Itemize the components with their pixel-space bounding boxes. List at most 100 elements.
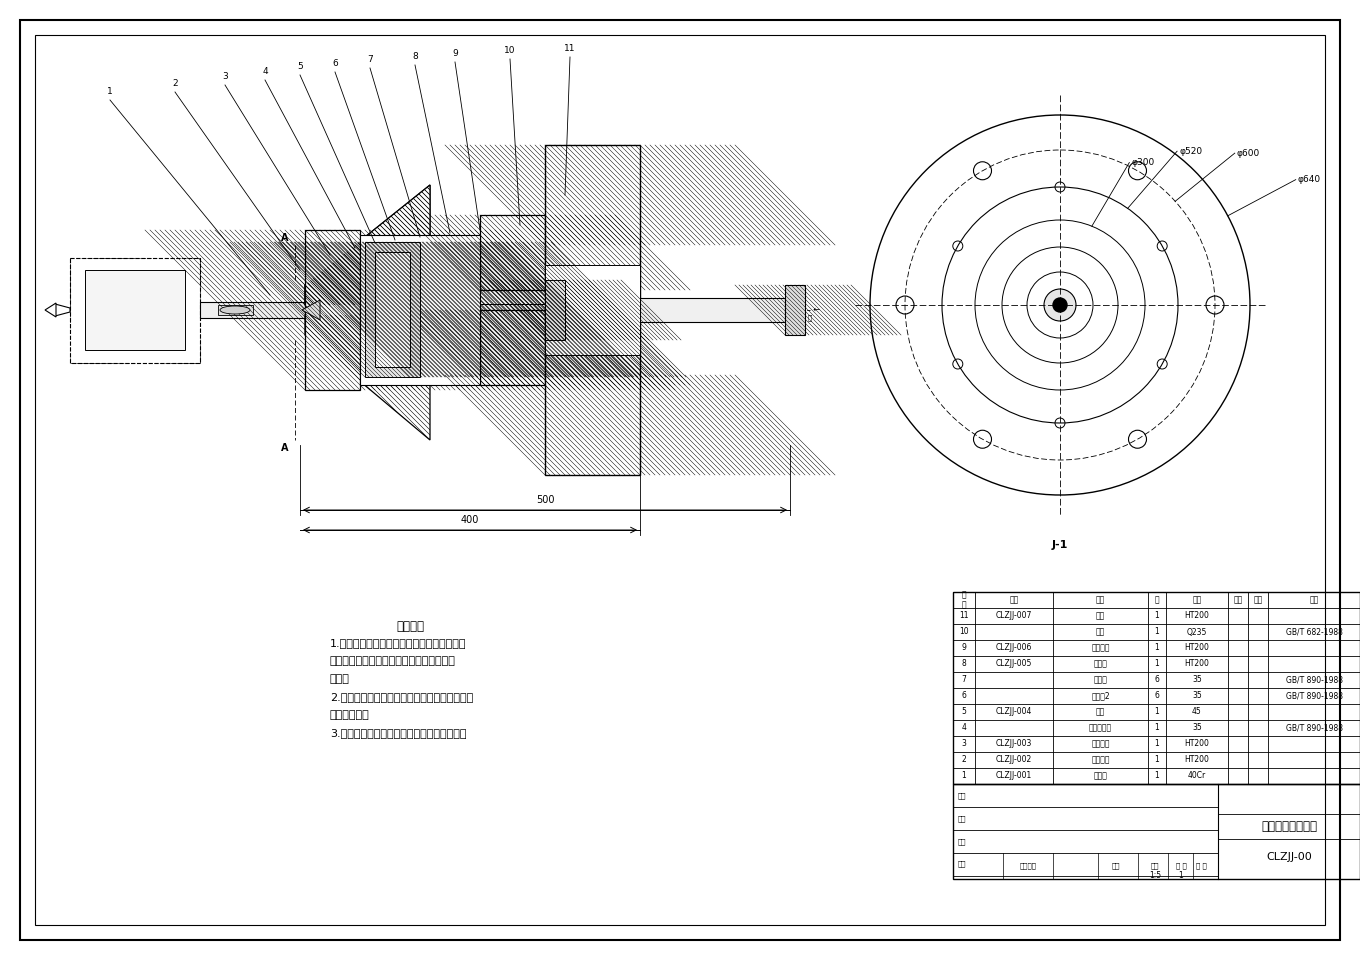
Text: 6: 6 xyxy=(1155,691,1160,701)
Text: 35: 35 xyxy=(1193,691,1202,701)
Text: 夹具底座: 夹具底座 xyxy=(1091,643,1110,653)
Text: 7: 7 xyxy=(367,55,373,64)
Text: 弹性底座: 弹性底座 xyxy=(1091,739,1110,749)
Text: ←: ← xyxy=(808,305,820,315)
Text: 6: 6 xyxy=(962,691,967,701)
Text: 定位底座: 定位底座 xyxy=(1091,756,1110,764)
Text: 连接套: 连接套 xyxy=(1093,660,1107,668)
Text: 比例: 比例 xyxy=(1151,863,1159,870)
Text: 1: 1 xyxy=(1155,643,1159,653)
Text: CLZJJ-005: CLZJJ-005 xyxy=(996,660,1032,668)
Text: 工艺: 工艺 xyxy=(957,861,967,867)
Text: HT200: HT200 xyxy=(1185,660,1209,668)
Text: HT200: HT200 xyxy=(1185,643,1209,653)
Text: 顶尖: 顶尖 xyxy=(1096,708,1106,716)
Text: 1: 1 xyxy=(107,87,113,96)
Text: 装夹。: 装夹。 xyxy=(330,674,350,684)
Text: 量: 量 xyxy=(1155,595,1159,605)
Bar xyxy=(305,230,360,390)
Polygon shape xyxy=(305,315,430,440)
Text: 图样代号: 图样代号 xyxy=(1020,863,1036,870)
Text: 500: 500 xyxy=(536,495,555,505)
Bar xyxy=(545,280,564,340)
Text: 单件: 单件 xyxy=(1234,595,1243,605)
Text: A: A xyxy=(282,443,288,453)
Text: 1: 1 xyxy=(1179,871,1183,879)
Text: 1: 1 xyxy=(962,772,967,780)
Text: 1: 1 xyxy=(1155,660,1159,668)
Text: Q235: Q235 xyxy=(1187,628,1208,636)
Bar xyxy=(305,230,360,390)
Text: φ640: φ640 xyxy=(1297,175,1321,184)
Text: 3.装配过程中零件不允许碰磕，划伤和锈蚀。: 3.装配过程中零件不允许碰磕，划伤和锈蚀。 xyxy=(330,728,466,738)
Text: 技术要求: 技术要求 xyxy=(396,620,424,633)
Ellipse shape xyxy=(220,306,250,314)
Text: 6: 6 xyxy=(332,59,337,68)
Text: CLZJJ-002: CLZJJ-002 xyxy=(996,756,1032,764)
Text: 4: 4 xyxy=(262,67,268,76)
Text: 材料: 材料 xyxy=(1193,595,1202,605)
Text: 备注: 备注 xyxy=(1310,595,1319,605)
Text: 9: 9 xyxy=(962,643,967,653)
Text: 内六角螺钉: 内六角螺钉 xyxy=(1089,724,1112,732)
Polygon shape xyxy=(305,185,430,305)
Text: 35: 35 xyxy=(1193,724,1202,732)
Text: 圆柱销2: 圆柱销2 xyxy=(1091,691,1110,701)
Text: HT200: HT200 xyxy=(1185,612,1209,620)
Polygon shape xyxy=(54,304,69,316)
Text: CLZJJ-003: CLZJJ-003 xyxy=(996,739,1032,749)
Text: HT200: HT200 xyxy=(1185,756,1209,764)
Polygon shape xyxy=(45,303,56,317)
Bar xyxy=(785,285,805,335)
Text: 8: 8 xyxy=(412,52,418,61)
Bar xyxy=(200,304,800,316)
Text: 3: 3 xyxy=(222,72,228,81)
Text: 1.进入装配的零部件及部件（包括外购件，外: 1.进入装配的零部件及部件（包括外购件，外 xyxy=(330,638,466,648)
Text: CLZJJ-001: CLZJJ-001 xyxy=(996,772,1032,780)
Text: GB/T 890-1988: GB/T 890-1988 xyxy=(1285,724,1342,732)
Text: 2: 2 xyxy=(962,756,967,764)
Text: 制图: 制图 xyxy=(957,793,967,800)
Text: 11: 11 xyxy=(959,612,968,620)
Bar xyxy=(545,145,641,475)
Bar xyxy=(545,265,641,355)
Text: 1: 1 xyxy=(1155,628,1159,636)
Text: 重量: 重量 xyxy=(1111,863,1121,870)
Bar xyxy=(364,242,375,377)
Text: 总量: 总量 xyxy=(1254,595,1262,605)
Text: 35: 35 xyxy=(1193,676,1202,684)
Bar xyxy=(69,258,200,363)
Text: φ600: φ600 xyxy=(1236,149,1259,157)
Text: 件
号: 件 号 xyxy=(962,590,967,610)
Bar xyxy=(545,145,641,245)
Text: 名称: 名称 xyxy=(1096,595,1106,605)
Text: φ300: φ300 xyxy=(1132,158,1155,167)
Text: 8: 8 xyxy=(962,660,967,668)
Text: 齿轮轴: 齿轮轴 xyxy=(1093,772,1107,780)
Text: 2.零件在装配前必须清理和清洗，不得有毛刺，: 2.零件在装配前必须清理和清洗，不得有毛刺， xyxy=(330,692,473,702)
Text: CLZJJ-006: CLZJJ-006 xyxy=(996,643,1032,653)
Text: 9: 9 xyxy=(452,49,458,58)
Text: 协件），均必须具有检验部门的合格证方能: 协件），均必须具有检验部门的合格证方能 xyxy=(330,656,456,666)
Text: 飞边等现象。: 飞边等现象。 xyxy=(330,710,370,720)
Circle shape xyxy=(1044,289,1076,321)
Bar xyxy=(360,235,480,385)
Text: 1:5: 1:5 xyxy=(1149,871,1161,879)
Bar xyxy=(218,305,253,315)
Bar xyxy=(480,310,545,385)
Bar xyxy=(953,592,1360,784)
Text: 45: 45 xyxy=(1193,708,1202,716)
Text: 2: 2 xyxy=(173,79,178,88)
Text: 螺母: 螺母 xyxy=(1096,628,1106,636)
Polygon shape xyxy=(305,185,430,305)
Text: 1: 1 xyxy=(1155,756,1159,764)
Text: 5: 5 xyxy=(962,708,967,716)
Text: 代号: 代号 xyxy=(1009,595,1019,605)
Text: CLZJJ-004: CLZJJ-004 xyxy=(996,708,1032,716)
Text: 1: 1 xyxy=(1155,739,1159,749)
Text: 1: 1 xyxy=(1155,724,1159,732)
Bar xyxy=(641,298,785,322)
Text: CLZJJ-00: CLZJJ-00 xyxy=(1266,852,1312,862)
Text: 共 页: 共 页 xyxy=(1175,863,1186,870)
Text: 审核: 审核 xyxy=(957,839,967,846)
